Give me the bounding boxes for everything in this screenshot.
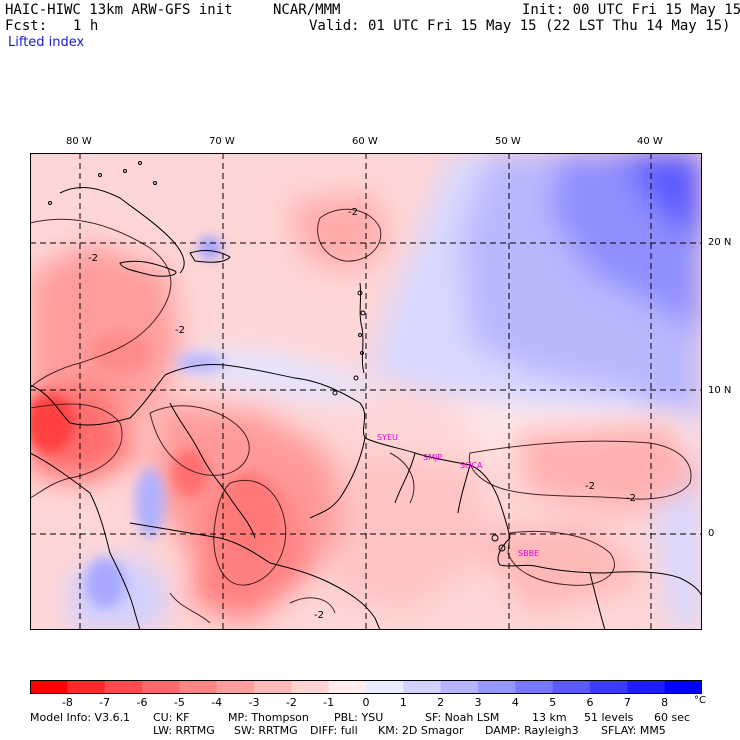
colorbar-tick-label: -8 — [61, 696, 73, 709]
station-label: SYEU — [377, 433, 398, 442]
colorbar-swatch — [67, 680, 106, 694]
contour-label: -2 — [314, 610, 324, 621]
colorbar-swatch — [552, 680, 591, 694]
colorbar-tick-label: -3 — [248, 696, 260, 709]
footer-mp: MP: Thompson — [228, 711, 309, 724]
colorbar-tick-label: 5 — [549, 696, 557, 709]
station-label: SBBE — [518, 549, 539, 558]
model-title: HAIC-HIWC 13km ARW-GFS init — [5, 2, 233, 18]
fcst-value: 1 h — [73, 18, 99, 34]
lifted-index-map: -2 -2 -2 -2 -2 -2 SYEU SMJP SOCA SBBE — [30, 153, 702, 630]
contour-label: -2 — [585, 481, 595, 492]
contour-label: -2 — [626, 493, 636, 504]
footer-model-info: Model Info: V3.6.1 — [30, 711, 131, 724]
colorbar-tick-label: 1 — [399, 696, 407, 709]
footer-diff: DIFF: full — [310, 724, 358, 737]
fcst-label: Fcst: — [5, 18, 48, 34]
field-name: Lifted index — [8, 35, 85, 50]
colorbar-swatch — [30, 680, 68, 694]
colorbar-tick-label: 2 — [437, 696, 445, 709]
colorbar-tick-label: 4 — [511, 696, 519, 709]
colorbar-tick-label: 6 — [586, 696, 594, 709]
lat-label: 10 N — [708, 385, 732, 396]
contour-label: -2 — [88, 253, 98, 264]
colorbar-swatch — [478, 680, 516, 694]
colorbar-tick-label: 3 — [474, 696, 482, 709]
colorbar-swatch — [291, 680, 330, 694]
colorbar-tick-label: -6 — [136, 696, 148, 709]
center-name: NCAR/MMM — [273, 2, 341, 18]
colorbar-tick-label: 7 — [623, 696, 631, 709]
colorbar-swatch — [328, 680, 367, 694]
footer-timestep: 60 sec — [654, 711, 691, 724]
colorbar-swatch — [216, 680, 255, 694]
colorbar-frame — [30, 680, 702, 694]
colorbar-tick-label: -1 — [323, 696, 335, 709]
station-label: SMJP — [423, 453, 442, 462]
footer-lw: LW: RRTMG — [153, 724, 215, 737]
init-time: Init: 00 UTC Fri 15 May 15 — [522, 2, 740, 18]
colorbar-swatch — [515, 680, 554, 694]
colorbar-swatch — [403, 680, 442, 694]
lon-label: 70 W — [209, 136, 235, 147]
colorbar — [30, 680, 702, 694]
colorbar-swatch — [590, 680, 628, 694]
footer-sf: SF: Noah LSM — [425, 711, 500, 724]
station-label: SOCA — [460, 461, 483, 470]
footer-levels: 51 levels — [584, 711, 634, 724]
colorbar-swatch — [440, 680, 479, 694]
colorbar-tick-label: 0 — [362, 696, 370, 709]
colorbar-swatch — [142, 680, 180, 694]
lon-label: 80 W — [66, 136, 92, 147]
footer-sw: SW: RRTMG — [234, 724, 298, 737]
colorbar-swatch — [627, 680, 666, 694]
footer-pbl: PBL: YSU — [334, 711, 384, 724]
lon-label: 40 W — [637, 136, 663, 147]
colorbar-unit: °C — [694, 695, 706, 706]
lon-label: 60 W — [352, 136, 378, 147]
colorbar-tick-label: 8 — [661, 696, 669, 709]
colorbar-swatch — [179, 680, 218, 694]
colorbar-swatch — [366, 680, 404, 694]
colorbar-swatch — [664, 680, 702, 694]
footer-resolution: 13 km — [532, 711, 567, 724]
footer-sflay: SFLAY: MM5 — [601, 724, 666, 737]
footer-damp: DAMP: Rayleigh3 — [485, 724, 579, 737]
contour-label: -2 — [348, 207, 358, 218]
colorbar-tick-label: -7 — [99, 696, 111, 709]
colorbar-swatch — [104, 680, 143, 694]
contour-label: -2 — [175, 325, 185, 336]
colorbar-tick-label: -5 — [173, 696, 185, 709]
footer-km: KM: 2D Smagor — [378, 724, 464, 737]
lat-label: 0 — [708, 528, 715, 539]
lat-label: 20 N — [708, 237, 732, 248]
colorbar-swatch — [254, 680, 292, 694]
colorbar-tick-label: -2 — [285, 696, 297, 709]
valid-time: Valid: 01 UTC Fri 15 May 15 (22 LST Thu … — [309, 18, 731, 34]
footer-cu: CU: KF — [153, 711, 190, 724]
colorbar-tick-label: -4 — [211, 696, 223, 709]
lon-label: 50 W — [495, 136, 521, 147]
